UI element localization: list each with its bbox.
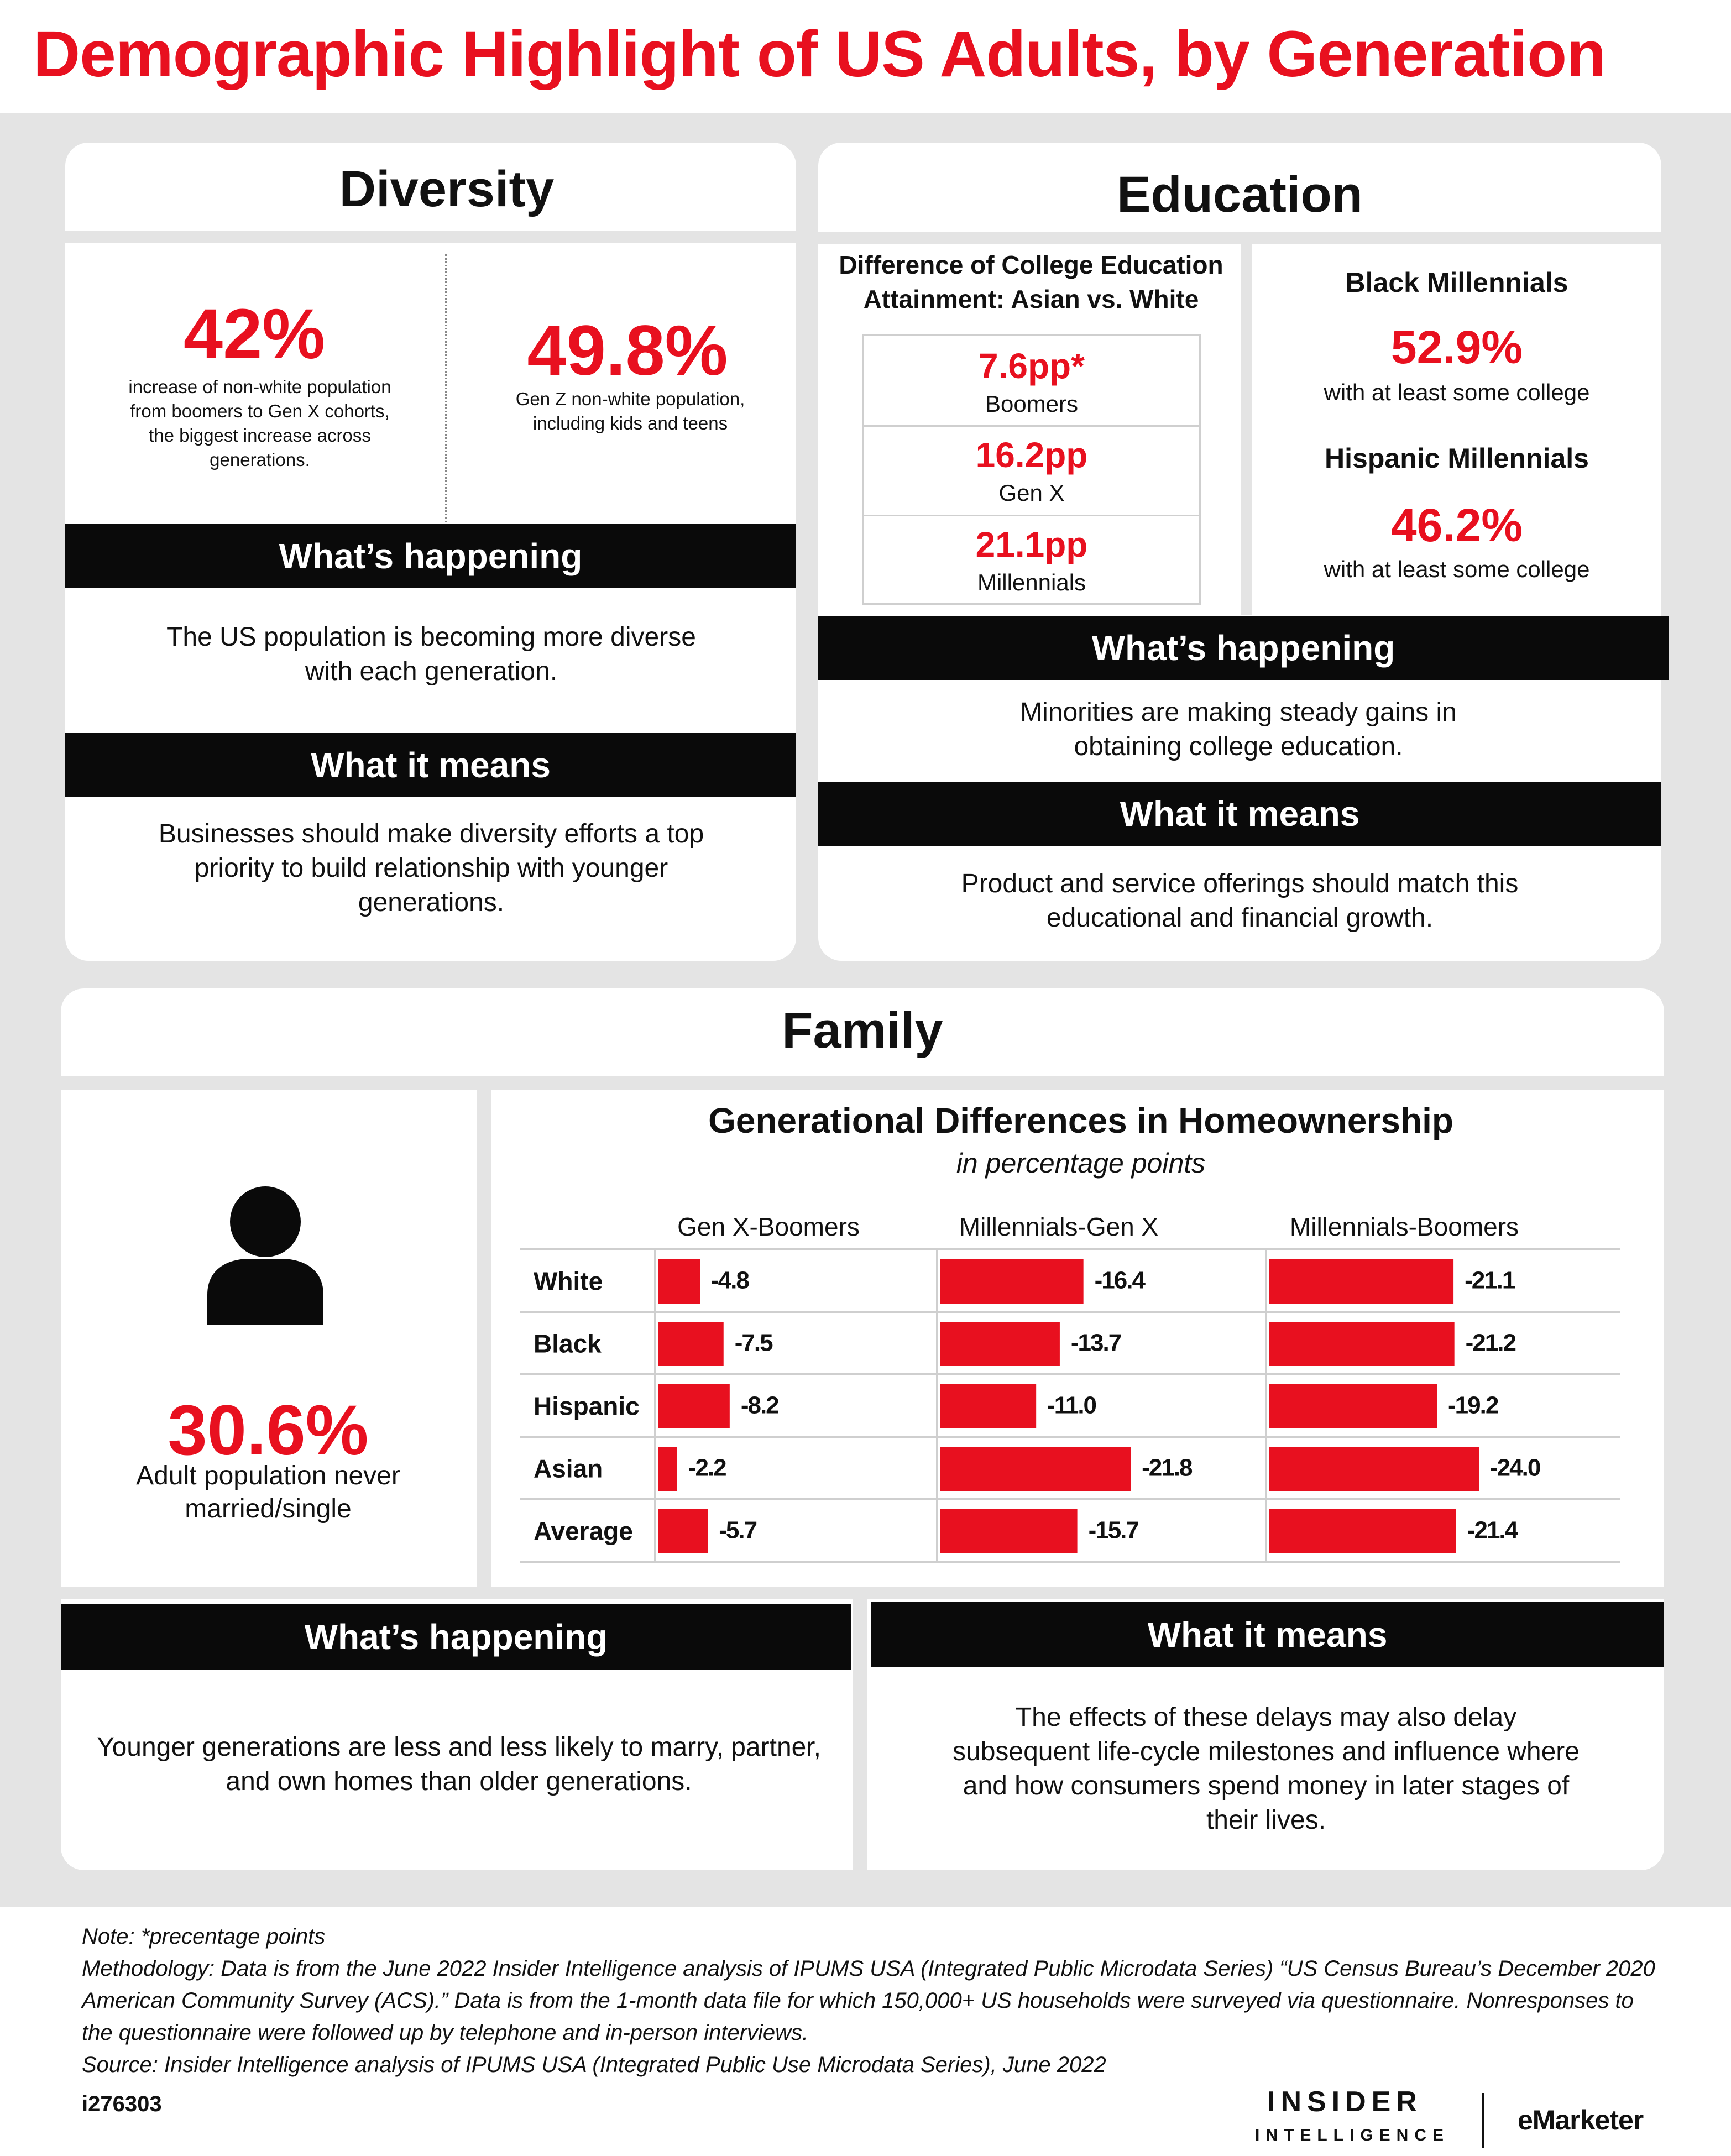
education-value-millennials: 21.1pp [975, 525, 1088, 564]
chart-subtitle: in percentage points [956, 1148, 1206, 1179]
diversity-means-bar: What it means [65, 733, 796, 797]
footer-note: Note: *precentage points [82, 1924, 326, 1949]
diversity-stat-42-desc: increase of non-white population from bo… [128, 376, 391, 470]
category-label-asian: Asian [534, 1454, 603, 1483]
bar-2-black [1269, 1322, 1455, 1366]
homeownership-chart: White -4.8 -16.4 -21.1 Black -7.5 -13.7 -21.2 Hi… [520, 1248, 1620, 1563]
data-label-1-white: -16.4 [1095, 1267, 1146, 1294]
bar-2-asian [1269, 1447, 1479, 1491]
data-label-0-average: -5.7 [719, 1517, 756, 1544]
category-label-average: Average [534, 1517, 633, 1546]
diversity-stat-42: 42% [183, 295, 326, 374]
family-stat-value: 30.6% [168, 1391, 369, 1470]
family-bottom-vertical-divider [853, 1598, 867, 1871]
series-header-1: Millennials-Gen X [959, 1212, 1159, 1241]
family-divider [61, 1076, 1664, 1090]
education-value-genx: 16.2pp [975, 435, 1088, 475]
emarketer-logo-text: eMarketer [1518, 2105, 1644, 2136]
education-hispanic-desc: with at least some college [1324, 556, 1590, 582]
emarketer-logo: eMarketer [1518, 2104, 1644, 2136]
insider-logo-line1: INSIDER [1267, 2086, 1423, 2118]
education-left-title: Difference of College Education Attainme… [839, 250, 1223, 313]
diversity-stat-498-desc: Gen Z non-white population, including ki… [515, 389, 745, 433]
data-label-2-asian: -24.0 [1490, 1454, 1540, 1482]
category-label-hispanic: Hispanic [534, 1392, 640, 1421]
education-row-genx: 16.2pp Gen X [864, 425, 1199, 515]
footer-methodology: Methodology: Data is from the June 2022 … [82, 1956, 1655, 2045]
series-header-0: Gen X-Boomers [677, 1212, 860, 1241]
diversity-divider [65, 231, 796, 243]
logo-divider [1482, 2093, 1484, 2148]
bar-0-black [658, 1322, 724, 1366]
family-means-text: The effects of these delays may also del… [953, 1703, 1580, 1835]
family-heading: Family [782, 1002, 943, 1059]
bar-1-average [940, 1509, 1078, 1553]
education-black-label: Black Millennials [1345, 267, 1568, 298]
education-label-boomers: Boomers [985, 391, 1079, 417]
bar-1-black [940, 1322, 1060, 1366]
education-label-genx: Gen X [998, 480, 1065, 506]
bar-2-hispanic [1269, 1384, 1437, 1428]
education-means-text: Product and service offerings should mat… [961, 869, 1519, 933]
series-header-2: Millennials-Boomers [1289, 1212, 1519, 1241]
education-row-millennials: 21.1pp Millennials [864, 515, 1199, 604]
family-happening-bar: What’s happening [61, 1604, 851, 1670]
diversity-heading: Diversity [339, 161, 555, 217]
bar-0-white [658, 1259, 700, 1304]
bar-1-hispanic [940, 1384, 1037, 1428]
bar-1-asian [940, 1447, 1131, 1491]
data-label-1-average: -15.7 [1089, 1517, 1139, 1544]
family-bottom-divider [61, 1587, 1664, 1599]
education-vertical-divider [1241, 243, 1252, 615]
education-heading: Education [1117, 166, 1363, 223]
diversity-happening-text: The US population is becoming more diver… [166, 622, 696, 686]
bar-2-average [1269, 1509, 1456, 1553]
education-value-boomers: 7.6pp* [978, 346, 1085, 386]
insider-logo-line2: INTELLIGENCE [1255, 2126, 1450, 2144]
data-label-0-white: -4.8 [711, 1267, 749, 1294]
page-title: Demographic Highlight of US Adults, by G… [33, 18, 1606, 91]
family-vertical-divider [477, 1089, 491, 1587]
education-label-millennials: Millennials [977, 569, 1086, 595]
education-black-value: 52.9% [1390, 321, 1523, 373]
diversity-means-text: Businesses should make diversity efforts… [158, 819, 704, 917]
bar-0-asian [658, 1447, 677, 1491]
person-icon [207, 1184, 323, 1325]
education-hispanic-value: 46.2% [1390, 499, 1523, 551]
education-happening-bar: What’s happening [818, 616, 1669, 680]
bar-1-white [940, 1259, 1084, 1304]
bar-0-hispanic [658, 1384, 730, 1428]
education-black-desc: with at least some college [1324, 379, 1590, 405]
education-happening-text: Minorities are making steady gains in ob… [1020, 698, 1457, 761]
data-label-0-asian: -2.2 [688, 1454, 726, 1482]
data-label-1-asian: -21.8 [1142, 1454, 1193, 1482]
diversity-dotted-divider [445, 254, 447, 522]
data-label-2-hispanic: -19.2 [1448, 1392, 1498, 1419]
footer-source: Source: Insider Intelligence analysis of… [82, 2053, 1106, 2077]
education-row-boomers: 7.6pp* Boomers [864, 336, 1199, 425]
education-hispanic-label: Hispanic Millennials [1325, 443, 1589, 474]
bar-0-average [658, 1509, 708, 1553]
education-divider [818, 232, 1661, 244]
data-label-2-black: -21.2 [1466, 1330, 1516, 1357]
family-happening-text: Younger generations are less and less li… [96, 1733, 822, 1796]
diversity-stat-498: 49.8% [527, 311, 728, 390]
footer-id: i276303 [82, 2092, 162, 2116]
data-label-0-black: -7.5 [735, 1330, 773, 1357]
data-label-2-average: -21.4 [1467, 1517, 1519, 1544]
chart-title: Generational Differences in Homeownershi… [708, 1101, 1453, 1140]
data-label-1-black: -13.7 [1071, 1330, 1121, 1357]
bar-2-white [1269, 1259, 1454, 1304]
education-means-bar: What it means [818, 782, 1661, 846]
data-label-2-white: -21.1 [1465, 1267, 1515, 1294]
education-table: 7.6pp* Boomers 16.2pp Gen X 21.1pp Mille… [862, 334, 1201, 605]
diversity-happening-bar: What’s happening [65, 524, 796, 588]
family-means-bar: What it means [871, 1602, 1664, 1667]
family-stat-desc: Adult population never married/single [136, 1461, 400, 1524]
data-label-0-hispanic: -8.2 [741, 1392, 778, 1419]
category-label-white: White [534, 1267, 603, 1296]
category-label-black: Black [534, 1330, 602, 1358]
data-label-1-hispanic: -11.0 [1047, 1392, 1096, 1419]
